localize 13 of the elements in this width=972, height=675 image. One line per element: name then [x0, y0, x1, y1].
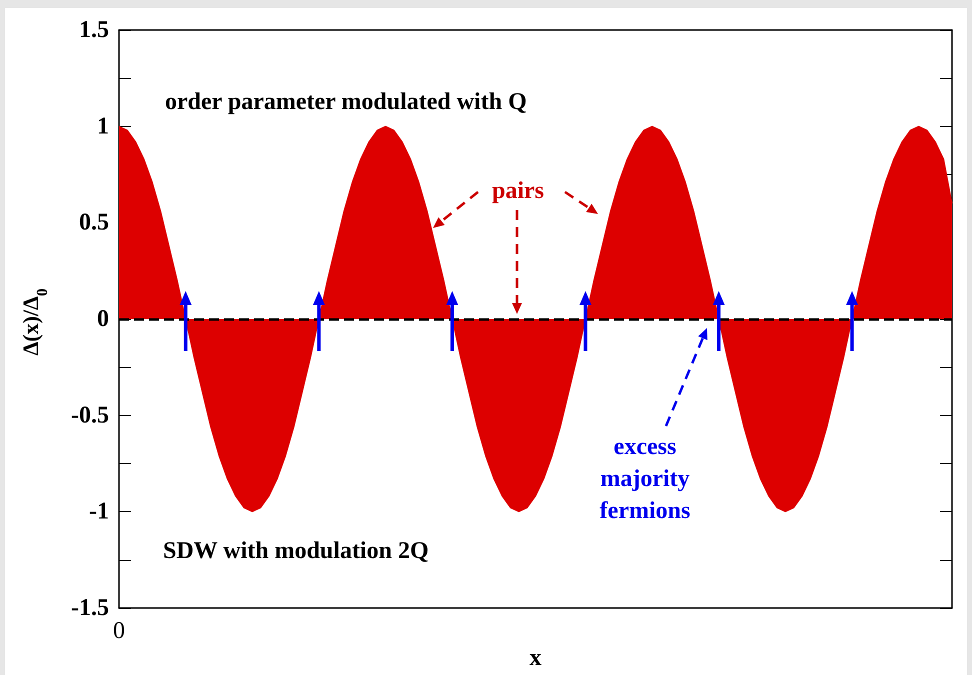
annotation: pairs [492, 178, 544, 204]
y-tick-label: 1 [97, 113, 109, 140]
annotation: order parameter modulated with Q [165, 89, 527, 115]
text: 0 [113, 618, 125, 644]
y-tick-label: 0.5 [79, 210, 109, 236]
x-axis-title: x [530, 645, 542, 671]
y-tick-label: -1 [89, 498, 109, 525]
y-tick-label: 1.5 [79, 17, 109, 43]
annotation: SDW with modulation 2Q [163, 538, 429, 564]
y-tick-label: -0.5 [71, 402, 109, 428]
annotation: excess majority fermions [600, 434, 690, 524]
y-tick-label: -1.5 [71, 595, 109, 621]
y-tick-label: 0 [97, 306, 109, 332]
